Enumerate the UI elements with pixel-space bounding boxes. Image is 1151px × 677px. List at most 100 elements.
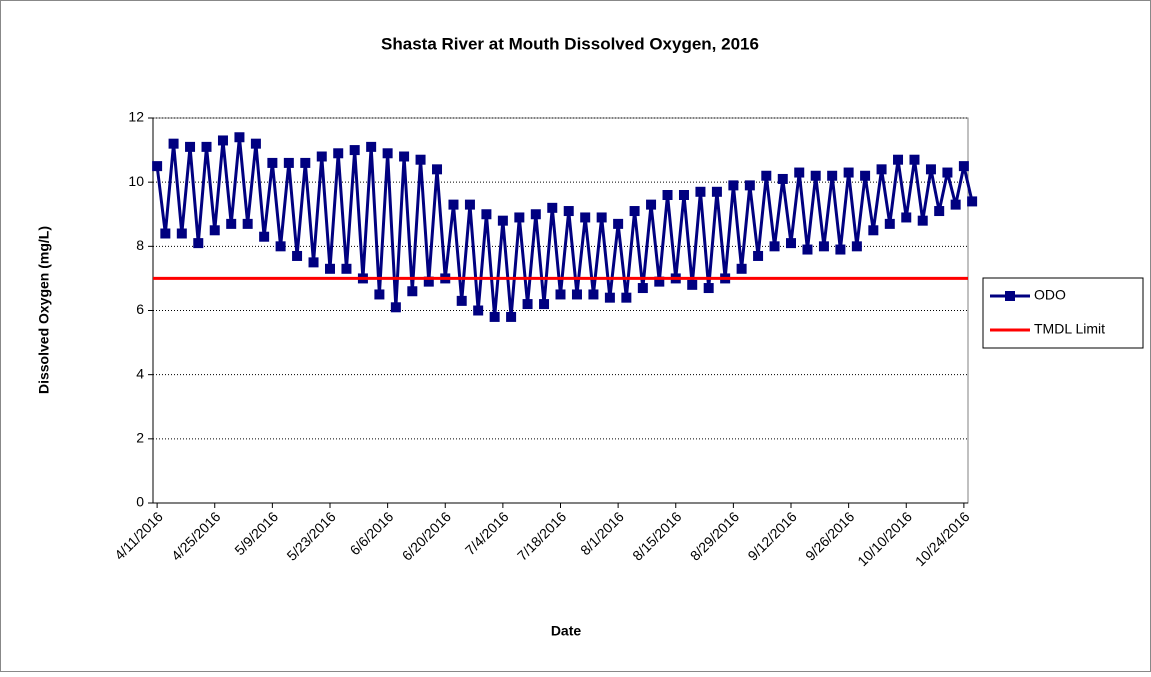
data-point: [176, 228, 187, 239]
data-point: [514, 212, 525, 223]
legend-box: [982, 277, 1144, 349]
data-point: [835, 244, 846, 255]
data-point: [753, 250, 764, 261]
data-point: [703, 283, 714, 294]
data-point: [588, 289, 599, 300]
y-tick-label: 12: [128, 109, 144, 125]
data-point: [967, 196, 978, 207]
data-point: [958, 161, 969, 172]
data-point: [629, 206, 640, 217]
data-point: [506, 311, 517, 322]
data-point: [473, 305, 484, 316]
y-tick-label: 4: [136, 365, 144, 381]
data-point: [497, 215, 508, 226]
data-point: [530, 209, 541, 220]
data-point: [481, 209, 492, 220]
data-point: [662, 190, 673, 200]
data-point: [259, 231, 270, 242]
data-point: [185, 141, 196, 152]
data-point: [267, 157, 278, 168]
data-point: [744, 180, 755, 191]
data-point: [637, 283, 648, 294]
data-point: [201, 141, 212, 152]
data-point: [736, 263, 747, 274]
data-point: [217, 135, 228, 146]
data-point: [794, 167, 805, 178]
y-tick-label: 6: [136, 301, 144, 317]
legend-label: ODO: [1034, 287, 1066, 303]
data-point: [300, 157, 311, 168]
data-point: [464, 199, 475, 210]
data-point: [901, 212, 912, 223]
data-point: [851, 241, 862, 252]
data-point: [925, 164, 936, 175]
data-point: [382, 148, 393, 159]
data-point: [613, 218, 624, 229]
data-point: [316, 151, 327, 162]
x-axis-label: Date: [551, 623, 582, 639]
data-point: [711, 186, 722, 197]
data-point: [390, 302, 401, 313]
data-point: [761, 170, 772, 181]
data-point: [407, 286, 418, 297]
data-point: [193, 238, 204, 249]
data-point: [604, 292, 615, 303]
data-point: [934, 206, 945, 217]
data-point: [893, 154, 904, 165]
data-point: [860, 170, 871, 181]
legend-marker: [1005, 291, 1015, 301]
data-point: [786, 238, 797, 249]
data-point: [621, 292, 632, 303]
legend-label: TMDL Limit: [1034, 321, 1105, 337]
data-point: [432, 164, 443, 175]
data-point: [522, 299, 533, 310]
data-point: [539, 299, 550, 310]
data-point: [292, 250, 303, 261]
data-point: [580, 212, 591, 223]
data-point: [563, 206, 574, 217]
data-point: [275, 241, 286, 252]
data-point: [571, 289, 582, 300]
data-point: [399, 151, 410, 162]
data-point: [818, 241, 829, 252]
data-point: [226, 218, 237, 229]
data-point: [555, 289, 566, 300]
data-point: [160, 228, 171, 239]
data-point: [242, 218, 253, 229]
data-point: [489, 311, 500, 322]
data-point: [917, 215, 928, 226]
data-point: [374, 289, 385, 300]
data-point: [678, 190, 689, 200]
data-point: [333, 148, 344, 159]
data-point: [687, 279, 698, 290]
data-point: [596, 212, 607, 223]
data-point: [942, 167, 953, 178]
data-point: [366, 141, 377, 152]
y-axis-label: Dissolved Oxygen (mg/L): [36, 226, 52, 394]
data-point: [843, 167, 854, 178]
y-tick-label: 0: [136, 494, 144, 510]
data-point: [654, 276, 665, 287]
data-point: [695, 186, 706, 197]
data-point: [456, 295, 467, 306]
data-point: [283, 157, 294, 168]
data-point: [728, 180, 739, 191]
data-point: [168, 138, 179, 149]
data-point: [876, 164, 887, 175]
data-point: [909, 154, 920, 165]
data-point: [250, 138, 261, 149]
data-point: [341, 263, 352, 274]
data-point: [810, 170, 821, 181]
y-tick-label: 8: [136, 237, 144, 253]
data-point: [415, 154, 426, 165]
chart-title: Shasta River at Mouth Dissolved Oxygen, …: [381, 34, 759, 53]
data-point: [802, 244, 813, 255]
data-point: [769, 241, 780, 252]
data-point: [349, 145, 360, 156]
data-point: [547, 202, 558, 213]
data-point: [234, 132, 245, 143]
data-point: [884, 218, 895, 229]
y-tick-label: 2: [136, 430, 144, 446]
